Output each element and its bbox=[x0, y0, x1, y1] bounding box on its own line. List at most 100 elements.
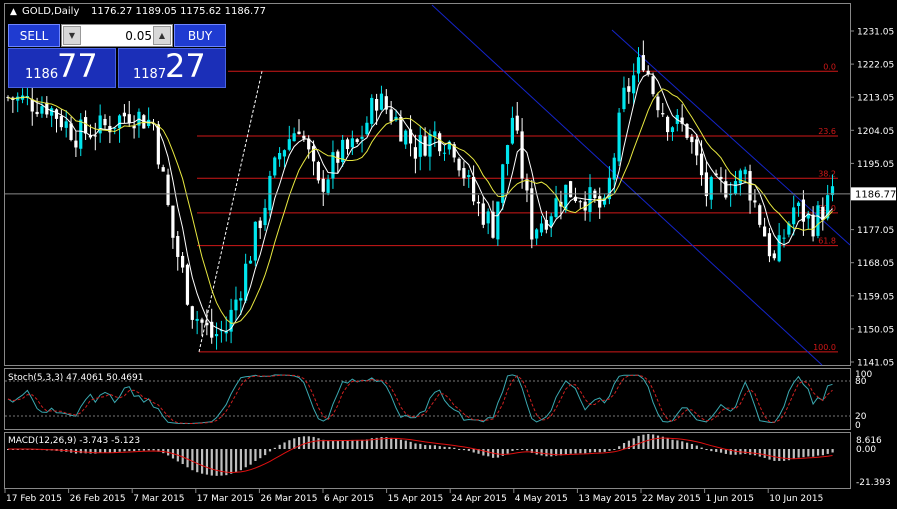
macd-bar bbox=[506, 449, 509, 454]
price-tick-label: 1204.05 bbox=[857, 127, 894, 137]
macd-bar bbox=[715, 449, 718, 452]
candle-body bbox=[122, 112, 126, 117]
time-tick-label: 26 Feb 2015 bbox=[70, 494, 126, 504]
chart-collapse-icon[interactable]: ▲ bbox=[10, 7, 17, 17]
macd-bar bbox=[589, 449, 592, 453]
candle-body bbox=[103, 118, 107, 126]
macd-bar bbox=[482, 449, 485, 456]
candle-body bbox=[636, 57, 641, 74]
macd-bar bbox=[186, 449, 189, 468]
macd-bar bbox=[501, 449, 504, 456]
candle-body bbox=[525, 179, 529, 191]
candle-body bbox=[646, 70, 650, 75]
sell-button[interactable]: SELL bbox=[8, 24, 60, 47]
candle-body bbox=[704, 172, 708, 197]
macd-bar bbox=[778, 449, 781, 461]
candle-body bbox=[253, 221, 257, 261]
macd-bar bbox=[462, 449, 466, 451]
macd-bar bbox=[622, 442, 626, 449]
candle-body bbox=[413, 147, 417, 159]
lot-increase-icon[interactable]: ▲ bbox=[153, 26, 171, 45]
macd-bar bbox=[545, 449, 548, 457]
macd-bar bbox=[608, 449, 611, 451]
price-tick-label: 1168.05 bbox=[857, 259, 894, 269]
macd-bar bbox=[215, 449, 218, 476]
fibonacci-trend-line[interactable] bbox=[198, 71, 263, 352]
stoch-axis-100: 100 bbox=[855, 370, 872, 380]
candle-body bbox=[54, 109, 59, 119]
macd-bar bbox=[812, 449, 815, 457]
macd-bar bbox=[399, 439, 403, 449]
time-tick-label: 17 Feb 2015 bbox=[6, 494, 62, 504]
price-tick-label: 1195.05 bbox=[857, 160, 894, 170]
candle-body bbox=[564, 184, 568, 211]
candle-body bbox=[486, 211, 490, 224]
candle-body bbox=[617, 112, 621, 162]
macd-bar bbox=[356, 439, 359, 449]
candle-body bbox=[287, 139, 291, 150]
sell-price-pips: 77 bbox=[57, 47, 98, 85]
fib-level-label: 61.8 bbox=[818, 237, 836, 246]
macd-bar bbox=[99, 449, 102, 453]
regression-channel[interactable] bbox=[431, 4, 851, 366]
macd-bar bbox=[322, 439, 325, 449]
macd-bar bbox=[365, 439, 369, 449]
macd-bar bbox=[535, 449, 538, 455]
stoch-label: Stoch(5,3,3) 47.4061 50.4691 bbox=[8, 373, 143, 383]
candle-body bbox=[365, 122, 369, 135]
channel-upper-line[interactable] bbox=[611, 29, 851, 246]
lot-decrease-icon[interactable]: ▼ bbox=[63, 26, 81, 45]
candle-body bbox=[753, 200, 757, 203]
candle-body bbox=[117, 115, 122, 129]
stoch-main-line bbox=[7, 374, 833, 424]
macd-bar bbox=[196, 449, 199, 473]
candle-body bbox=[535, 229, 539, 239]
candle-body bbox=[724, 181, 728, 198]
macd-bar bbox=[724, 449, 727, 454]
macd-bar bbox=[647, 434, 650, 449]
candle-body bbox=[30, 99, 34, 112]
candle-body bbox=[360, 136, 364, 139]
candle-body bbox=[171, 205, 175, 238]
macd-bar bbox=[797, 449, 800, 458]
candle-body bbox=[491, 211, 495, 238]
macd-bar bbox=[753, 449, 757, 456]
macd-bar bbox=[569, 449, 572, 454]
candle-body bbox=[311, 146, 316, 162]
time-tick-label: 13 May 2015 bbox=[578, 494, 637, 504]
sell-price-box[interactable]: 1186 77 bbox=[8, 47, 116, 88]
candle-body bbox=[438, 133, 442, 152]
macd-bar bbox=[802, 449, 805, 458]
candle-body bbox=[544, 219, 548, 230]
buy-button[interactable]: BUY bbox=[174, 24, 226, 47]
candle-body bbox=[355, 139, 359, 142]
candle-body bbox=[632, 75, 636, 94]
candle-body bbox=[370, 97, 374, 124]
channel-lower-line[interactable] bbox=[431, 4, 823, 366]
candle-body bbox=[234, 299, 238, 311]
candle-body bbox=[685, 123, 689, 138]
candle-body bbox=[767, 233, 772, 257]
macd-bar bbox=[142, 449, 145, 451]
macd-bar bbox=[336, 440, 339, 449]
macd-bar bbox=[593, 449, 597, 453]
candle-body bbox=[166, 174, 170, 205]
candle-body bbox=[569, 181, 573, 198]
macd-bar bbox=[230, 449, 233, 474]
buy-price-box[interactable]: 1187 27 bbox=[118, 47, 226, 88]
lot-size-stepper[interactable]: ▼ ▲ bbox=[61, 24, 173, 47]
candle-body bbox=[151, 123, 156, 125]
candle-body bbox=[341, 139, 345, 163]
candle-body bbox=[796, 202, 801, 207]
macd-bar bbox=[201, 449, 204, 474]
lot-size-input[interactable] bbox=[84, 27, 152, 44]
macd-bar bbox=[695, 445, 698, 449]
macd-bar bbox=[453, 447, 456, 449]
candle-body bbox=[748, 171, 752, 201]
candle-body bbox=[777, 235, 781, 262]
macd-bar bbox=[666, 438, 669, 449]
macd-bar bbox=[749, 449, 752, 455]
candle-body bbox=[622, 87, 626, 110]
candle-body bbox=[806, 213, 810, 219]
